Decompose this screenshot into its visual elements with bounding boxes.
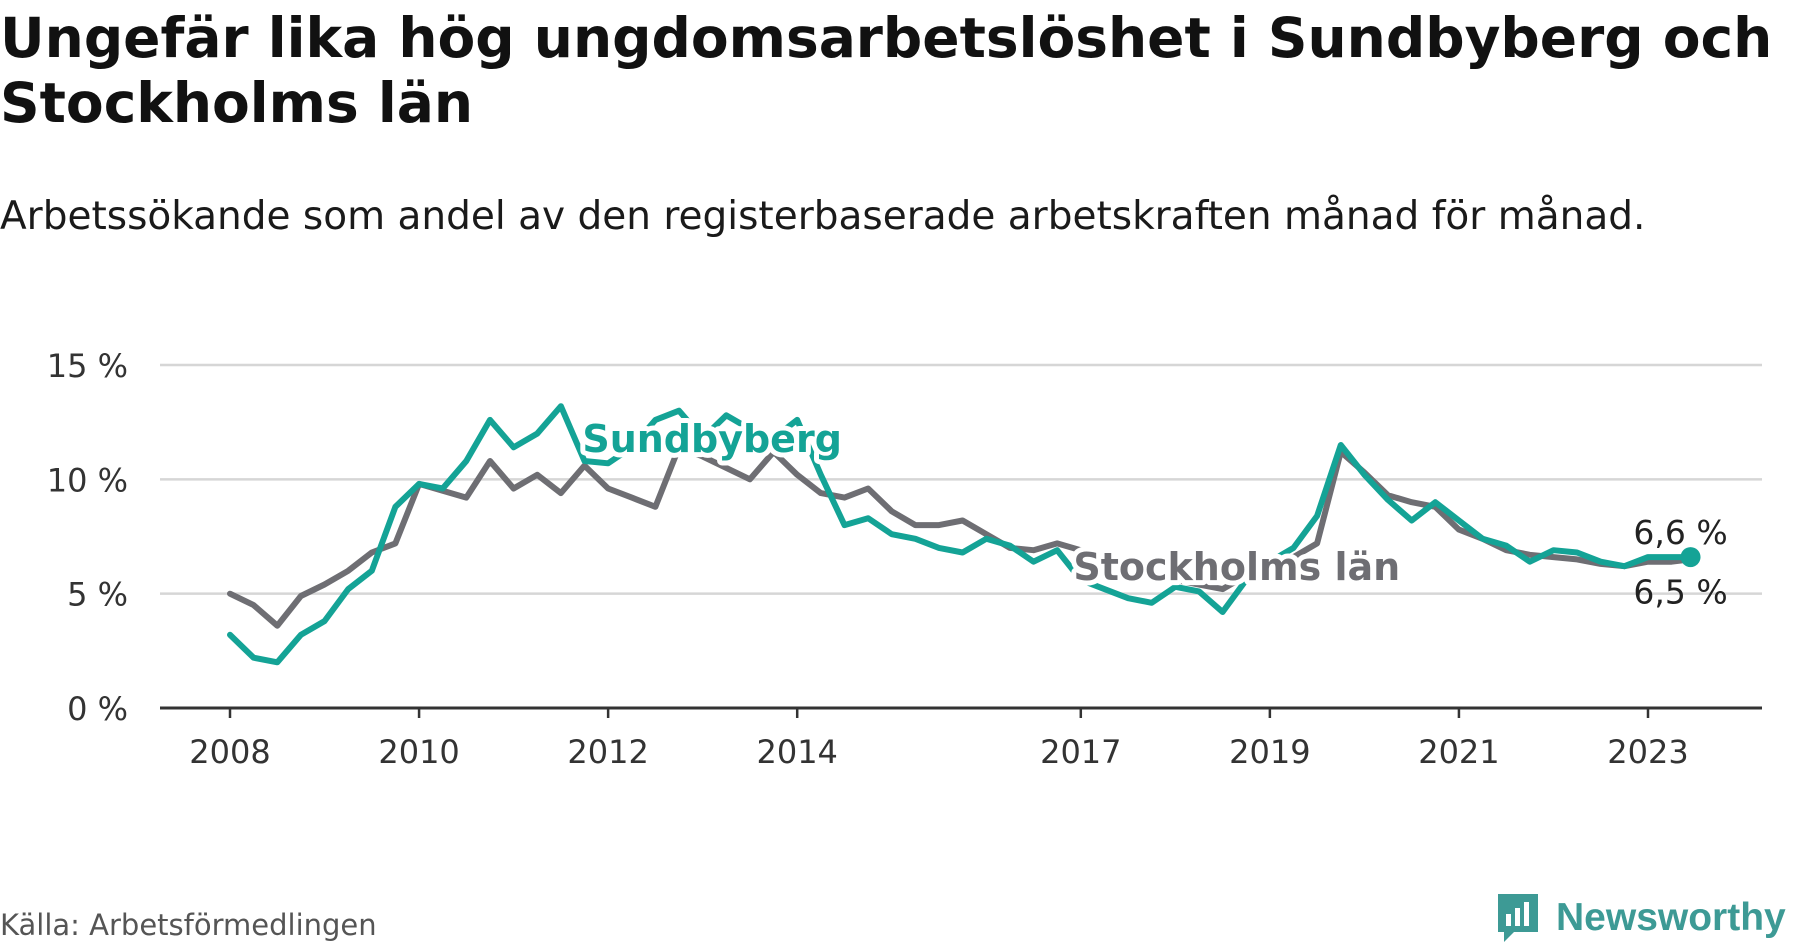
x-tick-label: 2019 (1229, 733, 1310, 770)
y-tick-label: 0 % (67, 690, 128, 728)
newsworthy-logo[interactable]: Newsworthy (1494, 888, 1786, 948)
line-chart: 0 %5 %10 %15 % 2008 2010 2012 2014 2017 2019 2… (47, 347, 1762, 770)
end-value-stockholms-lan: 6,5 % (1633, 573, 1727, 612)
series-line-stockholms-lan (227, 444, 1694, 629)
x-tick-label: 2008 (189, 733, 270, 770)
series-label-stockholms-lan-halo: Stockholms län (1073, 545, 1400, 589)
gridlines (160, 363, 1762, 595)
series-label-sundbyberg: Sundbyberg (582, 417, 842, 461)
y-tick-label: 15 % (47, 347, 128, 385)
y-tick-label: 10 % (47, 461, 128, 499)
source-note: Källa: Arbetsförmedlingen (0, 908, 377, 942)
x-tick-label: 2010 (378, 733, 459, 770)
end-value-sundbyberg: 6,6 % (1633, 513, 1727, 552)
x-axis-ticks: 2008 2010 2012 2014 2017 2019 2021 2023 (160, 706, 1762, 770)
x-tick-label: 2014 (756, 733, 837, 770)
x-tick-label: 2017 (1040, 733, 1121, 770)
y-tick-label: 5 % (67, 576, 128, 614)
brand-name: Newsworthy (1556, 896, 1786, 939)
series-label-sundbyberg-halo: Sundbyberg (582, 417, 842, 461)
chart-subtitle: Arbetssökande som andel av den registerb… (0, 194, 1646, 239)
series-label-stockholms-lan: Stockholms län (1073, 545, 1400, 589)
series-lines (227, 403, 1701, 666)
x-tick-label: 2012 (567, 733, 648, 770)
series-line-sundbyberg (227, 403, 1694, 666)
newsworthy-logo-icon (1498, 894, 1538, 942)
x-tick-label: 2023 (1607, 733, 1688, 770)
endpoint-marker-sundbyberg (1680, 547, 1701, 568)
x-tick-label: 2021 (1418, 733, 1499, 770)
chart-title: Ungefär lika hög ungdomsarbetslöshet i S… (0, 6, 1773, 135)
y-axis-ticks: 0 % 5 % 10 % 15 % (47, 347, 128, 728)
